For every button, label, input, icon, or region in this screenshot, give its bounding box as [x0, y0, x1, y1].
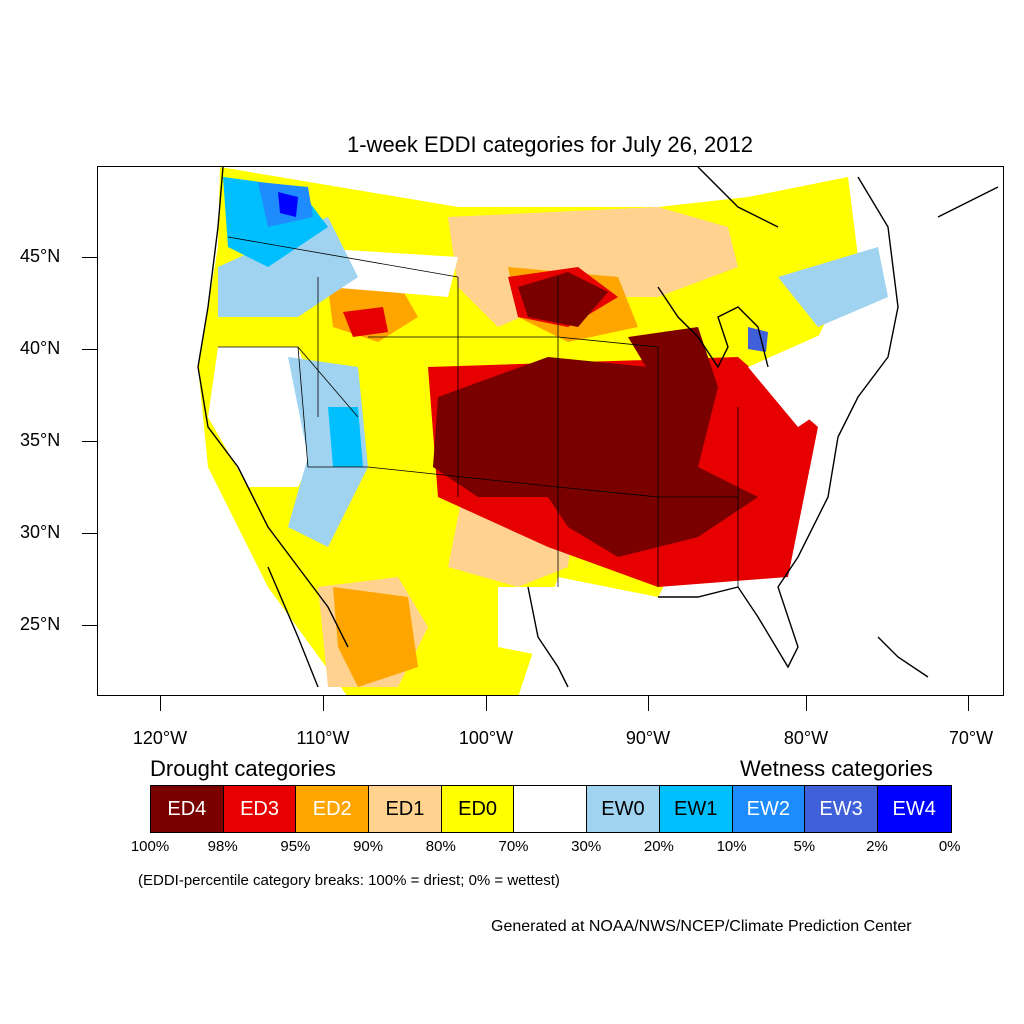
region-normal [498, 587, 568, 657]
lon-tick [648, 696, 649, 711]
percentile-label: 30% [571, 838, 602, 855]
percentile-label: 20% [643, 838, 674, 855]
percentile-label: 2% [866, 838, 888, 855]
percentile-label: 70% [498, 838, 529, 855]
lon-label-90: 90°W [625, 728, 671, 748]
region-ed4 [433, 357, 758, 557]
lon-label-100: 100°W [458, 728, 514, 748]
legend-cell-normal [514, 786, 588, 832]
lat-label-25: 25°N [20, 614, 61, 634]
legend-cell-ew3: EW3 [805, 786, 878, 832]
region-ed2 [333, 587, 418, 687]
region-ed4 [628, 327, 718, 387]
lat-tick [82, 533, 97, 534]
legend-cell-ed0: ED0 [441, 786, 515, 832]
region-ed3 [343, 307, 388, 337]
percentile-label: 10% [716, 838, 747, 855]
lat-tick [82, 349, 97, 350]
legend-colorbar: ED4 ED3 ED2 ED1 ED0 EW0 EW1 EW2 EW3 EW4 [150, 785, 952, 833]
lat-tick [82, 625, 97, 626]
region-normal [748, 327, 858, 427]
legend-cell-ew0: EW0 [587, 786, 660, 832]
legend-cell-ed1: ED1 [369, 786, 442, 832]
percentile-label: 5% [793, 838, 816, 855]
lon-tick [968, 696, 969, 711]
legend-cell-ed3: ED3 [223, 786, 297, 832]
percentile-label: 95% [280, 838, 311, 855]
percentile-label: 80% [425, 838, 456, 855]
region-ew4 [278, 192, 298, 217]
region-ed4 [518, 272, 608, 327]
region-ew1 [328, 407, 363, 467]
percentile-label: 100% [130, 838, 170, 855]
lon-tick [486, 696, 487, 711]
lon-label-110: 110°W [296, 728, 350, 748]
neighbor-coastline [267, 167, 999, 688]
percentile-label: 98% [207, 838, 238, 855]
percentile-label: 0% [938, 838, 961, 855]
legend-cell-ew2: EW2 [732, 786, 806, 832]
region-ew0 [218, 217, 358, 317]
region-ew0 [288, 357, 368, 547]
lat-label-40: 40°N [20, 338, 61, 358]
lat-label-30: 30°N [20, 522, 61, 542]
credit-text: Generated at NOAA/NWS/NCEP/Climate Predi… [491, 918, 912, 935]
lat-label-35: 35°N [20, 430, 61, 450]
lon-tick [806, 696, 807, 711]
state-boundaries [218, 236, 739, 587]
map-title: 1-week EDDI categories for July 26, 2012 [347, 132, 753, 157]
eddi-map [97, 166, 1004, 696]
legend-cell-ed4: ED4 [151, 786, 224, 832]
lon-tick [323, 696, 324, 711]
eddi-map-graphic [197, 167, 999, 695]
wetness-heading: Wetness categories [740, 756, 933, 781]
legend-cell-ed2: ED2 [296, 786, 370, 832]
drought-heading: Drought categories [150, 756, 336, 781]
lat-tick [82, 441, 97, 442]
legend-cell-ew1: EW1 [659, 786, 733, 832]
lat-tick [82, 257, 97, 258]
lon-label-80: 80°W [783, 728, 829, 748]
coastline [197, 167, 899, 688]
percentile-label: 90% [353, 838, 384, 855]
category-note: (EDDI-percentile category breaks: 100% =… [138, 872, 560, 889]
lon-label-70: 70°W [948, 728, 994, 748]
legend-cell-ew4: EW4 [877, 786, 951, 832]
region-ew0 [778, 247, 888, 327]
lon-tick [160, 696, 161, 711]
lon-label-120: 120°W [132, 728, 188, 748]
lat-label-45: 45°N [20, 246, 61, 266]
